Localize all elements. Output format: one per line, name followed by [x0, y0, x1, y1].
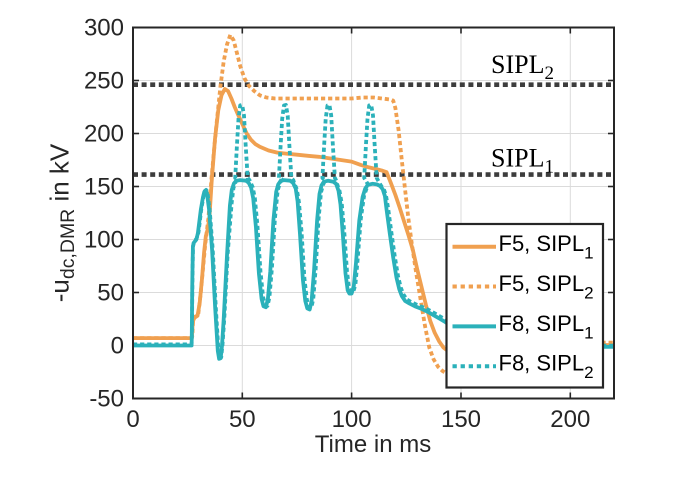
svg-text:0: 0: [126, 406, 139, 433]
svg-text:100: 100: [332, 406, 372, 433]
svg-text:250: 250: [84, 68, 124, 95]
svg-text:100: 100: [84, 227, 124, 254]
svg-text:200: 200: [84, 121, 124, 148]
svg-text:150: 150: [441, 406, 481, 433]
svg-text:0: 0: [111, 333, 124, 360]
svg-text:SIPL2: SIPL2: [491, 50, 554, 84]
svg-text:-50: -50: [89, 386, 124, 413]
svg-text:200: 200: [550, 406, 590, 433]
svg-text:300: 300: [84, 15, 124, 42]
svg-text:SIPL1: SIPL1: [491, 144, 554, 178]
svg-text:Time in ms: Time in ms: [315, 431, 431, 458]
svg-text:150: 150: [84, 174, 124, 201]
svg-text:50: 50: [229, 406, 256, 433]
svg-text:50: 50: [97, 280, 124, 307]
